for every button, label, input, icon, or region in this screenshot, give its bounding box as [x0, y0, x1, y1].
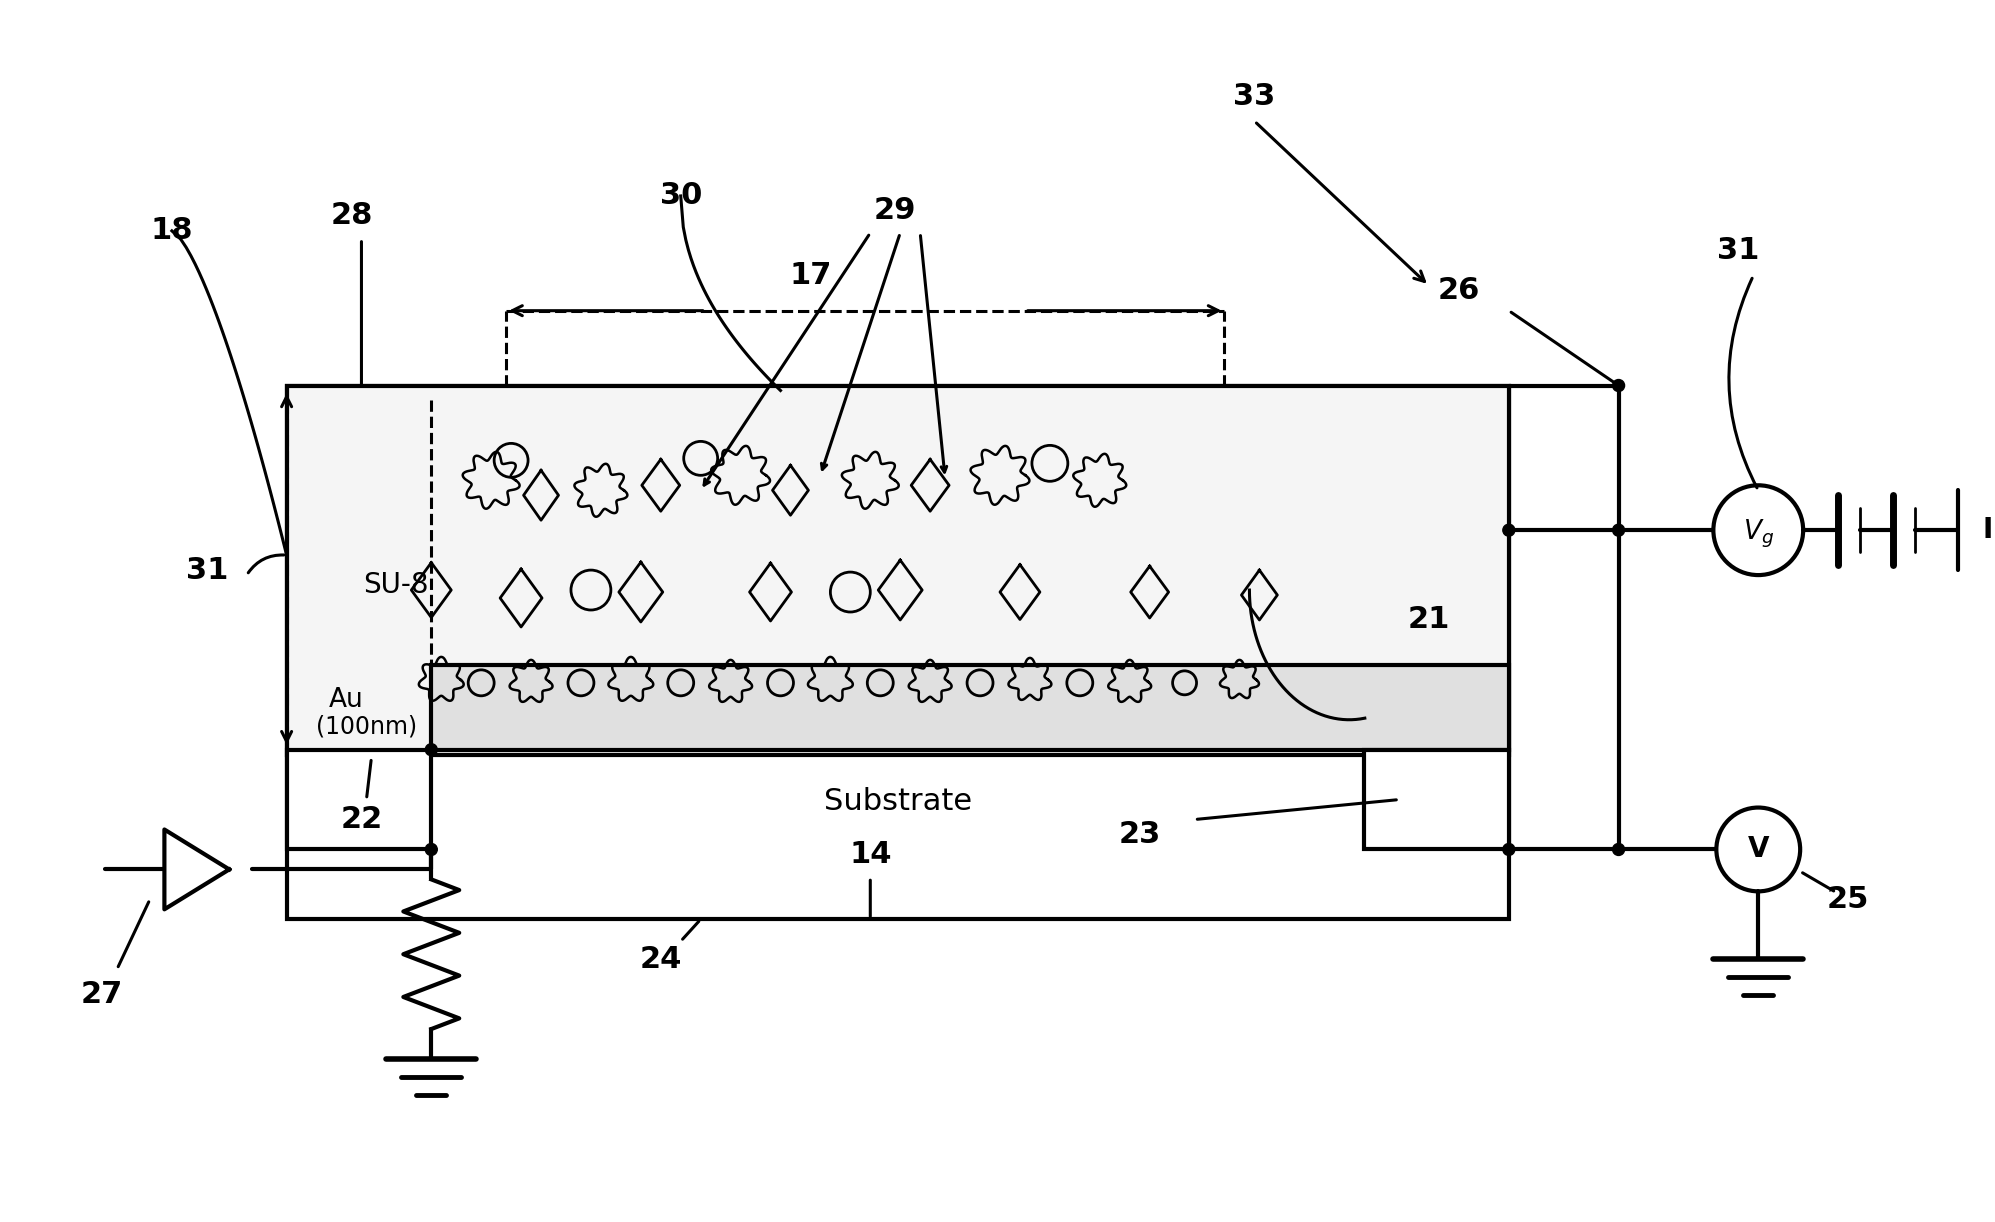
- Circle shape: [1502, 843, 1514, 855]
- Circle shape: [1502, 524, 1514, 536]
- Text: 31: 31: [1718, 236, 1760, 265]
- Text: 14: 14: [850, 840, 892, 869]
- Bar: [287, 385, 1508, 919]
- Text: 31: 31: [186, 556, 227, 584]
- Text: Substrate: Substrate: [824, 787, 972, 816]
- Text: 17: 17: [790, 262, 832, 291]
- Bar: [431, 665, 1508, 749]
- Text: 30: 30: [660, 181, 702, 210]
- Bar: [1365, 749, 1508, 849]
- Text: 33: 33: [1233, 82, 1275, 111]
- Circle shape: [1612, 524, 1624, 536]
- Text: 24: 24: [640, 945, 682, 974]
- Bar: [287, 385, 1508, 755]
- Text: 27: 27: [82, 980, 124, 1008]
- Text: Au: Au: [329, 687, 363, 712]
- Text: 28: 28: [331, 202, 373, 231]
- Circle shape: [425, 744, 437, 755]
- Text: 25: 25: [1827, 885, 1869, 914]
- Text: 21: 21: [1408, 605, 1450, 634]
- Text: SU-8: SU-8: [363, 571, 429, 599]
- Text: (100nm): (100nm): [315, 715, 417, 739]
- Text: I: I: [1983, 516, 1993, 544]
- Text: 23: 23: [1119, 820, 1161, 849]
- Text: 29: 29: [874, 197, 916, 225]
- Circle shape: [1612, 380, 1624, 391]
- Text: V: V: [1748, 836, 1770, 864]
- Text: 26: 26: [1438, 276, 1480, 306]
- Text: 22: 22: [341, 805, 383, 835]
- Circle shape: [425, 843, 437, 855]
- Bar: [287, 749, 431, 849]
- Text: $\mathit{V}_g$: $\mathit{V}_g$: [1744, 518, 1774, 550]
- Text: 18: 18: [152, 216, 194, 246]
- Circle shape: [1612, 843, 1624, 855]
